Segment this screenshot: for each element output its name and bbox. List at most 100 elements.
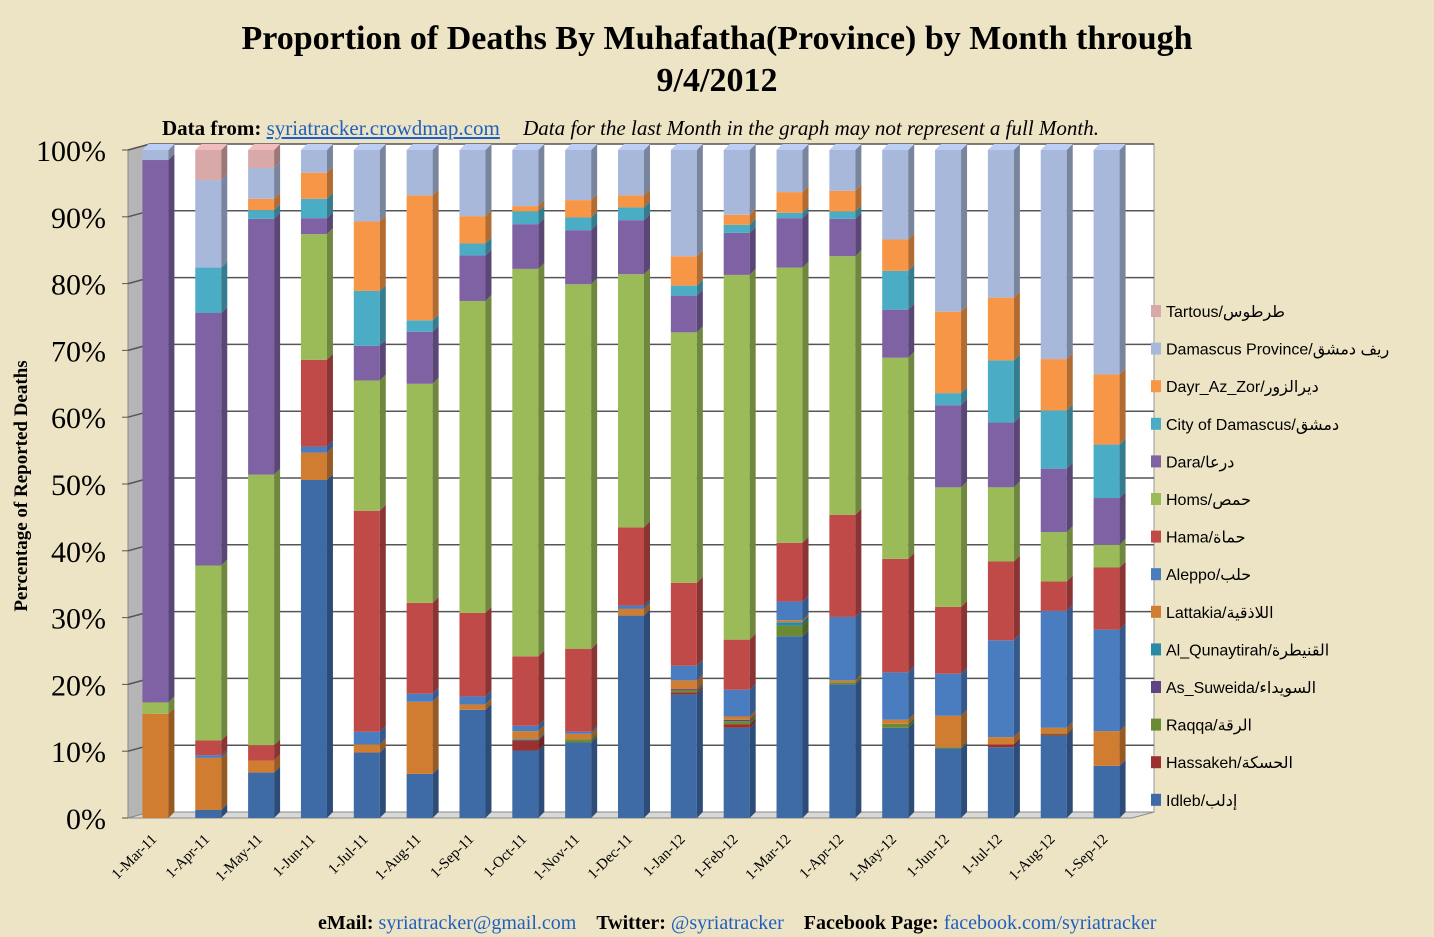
bar-segment [512, 733, 545, 741]
bar-segment-front [406, 331, 433, 384]
bar-segment [829, 212, 862, 257]
bar-segment [406, 189, 439, 321]
bar-segment-front [670, 694, 697, 818]
bar-segment [670, 674, 703, 690]
bar-segment [829, 678, 862, 818]
bar-segment-side [485, 210, 492, 244]
bar-segment-front [987, 561, 1014, 641]
source-link[interactable]: syriatracker.crowdmap.com [266, 116, 500, 140]
bar-segment-side [1066, 575, 1073, 611]
bar-segment-side [802, 144, 809, 193]
gridline-side [127, 143, 151, 151]
twitter-link[interactable]: @syriatracker [670, 912, 784, 934]
bar-segment [829, 205, 862, 219]
bar-segment-front [829, 256, 856, 515]
bar-segment-front [512, 731, 539, 740]
bar-segment-side [644, 268, 650, 528]
bar-segment [987, 738, 1020, 748]
bar-segment-side [538, 734, 545, 751]
bar-segment-front [1040, 468, 1067, 533]
bar-segment [300, 144, 333, 173]
bar-segment [776, 630, 809, 818]
bar-segment-front [353, 345, 380, 381]
bar-segment-side [168, 154, 175, 703]
bar-segment-side [696, 686, 703, 695]
facebook-link[interactable]: facebook.com/syriatracker [943, 912, 1157, 934]
bar-segment-front [459, 216, 486, 244]
bar-segment-front [776, 622, 803, 626]
x-tick-label: 1-Aug-11 [372, 832, 424, 884]
x-tick-label: 1-Apr-11 [163, 832, 213, 882]
email-link[interactable]: syriatracker@gmail.com [378, 912, 577, 934]
bar-segment [459, 703, 492, 818]
bar-segment-side [1013, 291, 1020, 361]
bar-segment-front [248, 772, 275, 818]
bar-segment-front [935, 311, 962, 394]
bar-segment [1040, 462, 1073, 533]
bar-segment-front [670, 295, 697, 333]
x-tick-label: 1-Jun-11 [270, 832, 319, 881]
source-prefix: Data from: [162, 116, 262, 140]
bar-segment-front [723, 727, 750, 818]
bar-segment-front [670, 692, 697, 695]
legend-item: Homs/حمص [1151, 492, 1251, 510]
bar-segment [776, 261, 809, 543]
bar-segment-side [538, 725, 545, 740]
bar-segment-side [644, 599, 650, 609]
chart-title-line-2: 9/4/2012 [656, 62, 778, 99]
bar-segment-side [749, 710, 756, 720]
bar-segment-side [644, 144, 650, 196]
bar-segment-front [565, 150, 592, 201]
bar-segment [512, 205, 545, 225]
bar-segment [618, 144, 650, 196]
bar-segment-front [353, 510, 380, 732]
bar-segment [670, 686, 703, 695]
bar-segment [987, 634, 1020, 738]
bar-segment-front [248, 760, 275, 773]
bar-segment-side [538, 733, 545, 741]
bar-segment-side [1119, 561, 1126, 630]
bar-segment-front [565, 284, 592, 649]
bar-segment-front [987, 640, 1014, 738]
bar-segment [723, 268, 756, 640]
bar-segment-front [1040, 610, 1067, 728]
bar-segment [248, 204, 281, 219]
bar-segment-side [961, 600, 968, 674]
bar-segment-side [961, 709, 968, 748]
bar-segment-front [565, 217, 592, 231]
bar-segment [776, 186, 809, 213]
bar-segment [723, 718, 756, 728]
bar-segment [882, 666, 915, 720]
y-tick-label: 40% [51, 536, 106, 569]
bar-segment [406, 325, 439, 384]
bar-stack [670, 144, 703, 818]
bar-segment-front [1093, 629, 1120, 732]
bar-segment-front [829, 211, 856, 219]
bar-stack [459, 144, 492, 818]
bar-segment [670, 326, 703, 583]
bar-segment-side [326, 353, 333, 447]
bar-segment [353, 284, 386, 346]
bar-segment-front [406, 195, 433, 321]
bar-segment-front [987, 297, 1014, 361]
bar-segment-side [802, 536, 809, 602]
bar-segment-front [618, 274, 644, 528]
bar-segment-side [432, 189, 439, 321]
bar-segment-front [935, 673, 962, 716]
bar-segment [882, 351, 915, 559]
bar-segment-side [221, 174, 228, 268]
bar-segment-side [644, 521, 650, 606]
bar-top-cap [723, 144, 756, 150]
bar-segment [935, 144, 968, 312]
bar-segment-front [406, 773, 433, 818]
bar-segment-front [565, 648, 592, 732]
x-tick-label: 1-Jul-12 [959, 832, 1006, 879]
y-tick-label: 20% [51, 669, 106, 702]
bar-segment-front [882, 672, 909, 720]
bar-segment-front [565, 733, 592, 740]
bar-segment-front [987, 422, 1014, 488]
bar-segment [882, 144, 915, 240]
bar-segment-side [908, 666, 915, 720]
bar-segment-front [195, 312, 222, 566]
bar-segment-side [961, 399, 968, 488]
